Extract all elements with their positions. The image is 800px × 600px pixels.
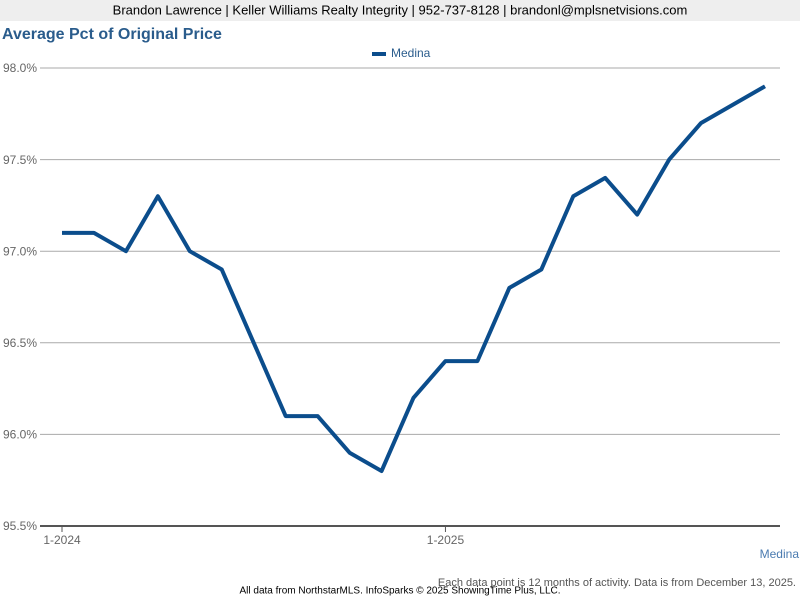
footer: All data from NorthstarMLS. InfoSparks ©…	[239, 586, 560, 597]
x-tick-label: 1-2025	[427, 533, 465, 547]
note: Each data point is 12 months of activity…	[438, 577, 796, 589]
header-bar	[0, 0, 800, 21]
y-tick-label: 96.0%	[3, 428, 37, 442]
x-tick-label: 1-2024	[43, 533, 81, 547]
y-tick-label: 96.5%	[3, 336, 37, 350]
y-tick-label: 98.0%	[3, 61, 37, 75]
y-tick-label: 97.0%	[3, 244, 37, 258]
legend-label: Medina	[391, 46, 431, 60]
header: Brandon Lawrence | Keller Williams Realt…	[113, 2, 688, 17]
chart-title: Average Pct of Original Price	[2, 26, 222, 43]
series-line	[62, 84, 766, 474]
series-label: Medina	[760, 547, 800, 561]
y-tick-label: 97.5%	[3, 153, 37, 167]
y-tick-label: 95.5%	[3, 519, 37, 533]
